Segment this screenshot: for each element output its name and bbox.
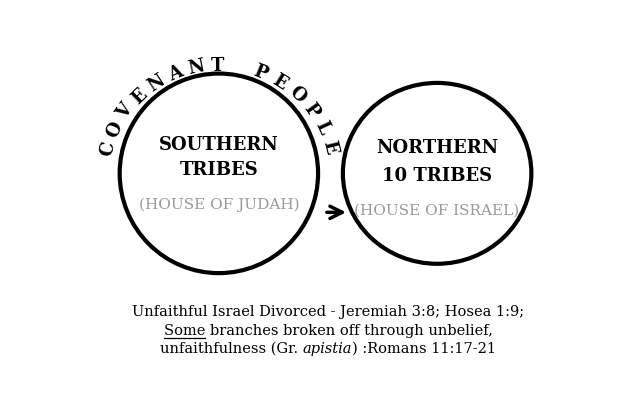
Text: N: N — [186, 58, 206, 78]
Text: T: T — [211, 57, 225, 75]
Text: 10 TRIBES: 10 TRIBES — [382, 167, 492, 185]
Text: unfaithfulness (Gr.: unfaithfulness (Gr. — [160, 341, 303, 356]
Text: O: O — [103, 119, 126, 141]
Text: E: E — [269, 71, 291, 94]
Text: SOUTHERN: SOUTHERN — [159, 136, 279, 154]
Text: A: A — [166, 63, 186, 85]
Text: Some branches broken off through unbelief,: Some branches broken off through unbelie… — [164, 324, 492, 338]
Text: P: P — [300, 100, 323, 121]
Text: O: O — [285, 83, 309, 107]
Text: (HOUSE OF JUDAH): (HOUSE OF JUDAH) — [139, 197, 299, 212]
Text: (HOUSE OF ISRAEL): (HOUSE OF ISRAEL) — [355, 204, 520, 218]
Text: TRIBES: TRIBES — [179, 161, 259, 179]
Text: NORTHERN: NORTHERN — [376, 139, 499, 158]
Text: L: L — [312, 118, 333, 138]
Text: C: C — [97, 140, 118, 158]
Text: E: E — [128, 85, 150, 107]
Text: Unfaithful Israel Divorced - Jeremiah 3:8; Hosea 1:9;: Unfaithful Israel Divorced - Jeremiah 3:… — [132, 305, 524, 319]
Text: ) :Romans 11:17-21: ) :Romans 11:17-21 — [352, 341, 496, 356]
Text: N: N — [145, 71, 168, 96]
Text: P: P — [251, 62, 270, 84]
Text: V: V — [114, 101, 137, 123]
Text: apistia: apistia — [303, 341, 352, 356]
Text: E: E — [319, 139, 340, 156]
